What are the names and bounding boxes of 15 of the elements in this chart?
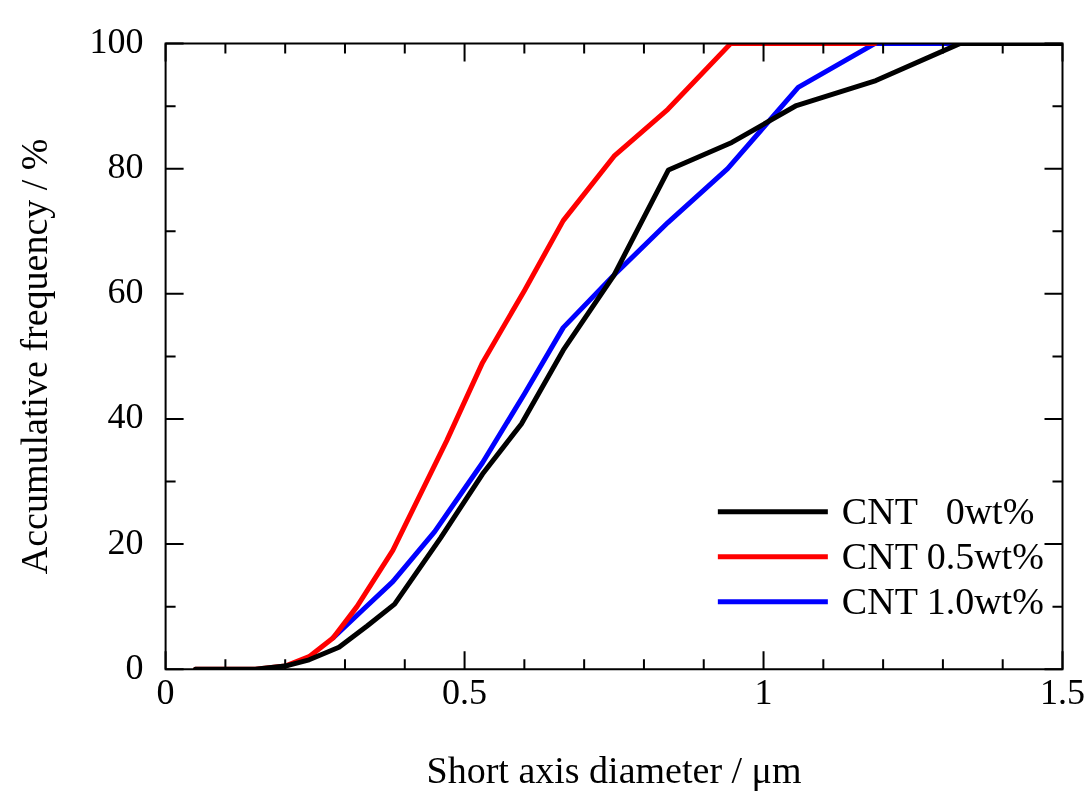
legend-label: CNT 0wt% [841,489,1035,532]
x-tick-label: 0 [156,672,175,713]
y-tick-label: 40 [107,396,144,437]
y-tick-label: 20 [107,521,144,562]
x-tick-label: 0.5 [442,672,488,713]
y-tick-label: 80 [107,146,144,187]
legend-label: CNT 1.0wt% [841,579,1044,622]
x-axis-title: Short axis diameter / μm [426,749,802,792]
y-tick-label: 100 [89,21,144,62]
y-tick-label: 0 [125,646,144,687]
x-tick-label: 1 [754,672,773,713]
x-tick-label: 1.5 [1040,672,1085,713]
y-tick-label: 60 [107,271,144,312]
y-axis-title: Accumulative frequency / % [12,138,55,575]
legend-label: CNT 0.5wt% [841,534,1044,577]
